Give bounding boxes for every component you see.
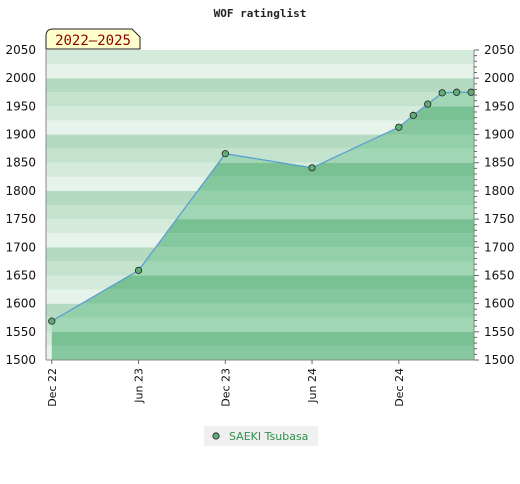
data-point (438, 89, 446, 97)
background-band (46, 50, 474, 65)
y-tick-label-right: 1550 (484, 325, 515, 339)
x-tick-label: Dec 23 (219, 368, 232, 407)
area-band (51, 303, 474, 318)
data-point (409, 111, 417, 119)
background-band (46, 78, 474, 93)
chart-title: WOF ratinglist (214, 7, 307, 20)
y-tick-label-left: 1750 (5, 212, 36, 226)
data-point (221, 150, 229, 158)
y-tick-label-left: 1800 (5, 184, 36, 198)
y-tick-label-left: 2000 (5, 71, 36, 85)
y-tick-label-left: 1500 (5, 353, 36, 367)
area-band (51, 345, 474, 360)
area-band (51, 247, 474, 262)
area-band (51, 289, 474, 304)
y-tick-label-left: 1950 (5, 99, 36, 113)
axes: 1500 1500 1550 1550 1600 1600 1650 1650 1700 1700… (5, 43, 514, 407)
y-tick-label-left: 1700 (5, 240, 36, 254)
area-band (51, 317, 474, 332)
background-band (46, 120, 474, 135)
background-band (46, 106, 474, 121)
y-tick-label-right: 1750 (484, 212, 515, 226)
y-tick-label-right: 1650 (484, 268, 515, 282)
x-tick-label: Jun 23 (133, 368, 146, 404)
period-badge: 2022–2025 (45, 28, 141, 50)
y-tick-label-left: 2050 (5, 43, 36, 57)
y-tick-label-left: 1600 (5, 297, 36, 311)
background-band (46, 64, 474, 79)
x-tick-label: Dec 24 (393, 368, 406, 407)
area-band (51, 275, 474, 290)
data-point (134, 266, 143, 274)
y-tick-label-left: 1550 (5, 325, 36, 339)
background-band (46, 92, 474, 107)
y-tick-label-right: 1900 (484, 128, 515, 142)
y-tick-label-right: 1600 (484, 297, 515, 311)
y-tick-label-right: 1950 (484, 99, 515, 113)
data-point (308, 164, 316, 172)
y-tick-label-left: 1900 (5, 128, 36, 142)
y-tick-label-right: 2050 (484, 43, 515, 57)
period-badge-text: 2022–2025 (55, 33, 131, 49)
y-tick-label-right: 1800 (484, 184, 515, 198)
y-tick-label-left: 1650 (5, 268, 36, 282)
area-band (51, 261, 474, 276)
y-tick-label-right: 2000 (484, 71, 515, 85)
legend[interactable]: SAEKI Tsubasa (204, 426, 318, 446)
data-point (453, 88, 461, 96)
x-tick-label: Jun 24 (306, 368, 319, 404)
area-band (51, 331, 474, 346)
legend-label: SAEKI Tsubasa (229, 430, 308, 443)
y-tick-label-left: 1850 (5, 156, 36, 170)
data-point (395, 123, 403, 131)
legend-box (204, 426, 318, 446)
data-points (48, 88, 475, 325)
x-tick-label: Dec 22 (46, 368, 59, 407)
data-point (48, 317, 56, 325)
legend-marker (212, 432, 220, 440)
y-tick-label-right: 1850 (484, 156, 515, 170)
data-point (424, 100, 432, 108)
data-point (467, 88, 475, 96)
y-tick-label-right: 1500 (484, 353, 515, 367)
y-tick-label-right: 1700 (484, 240, 515, 254)
